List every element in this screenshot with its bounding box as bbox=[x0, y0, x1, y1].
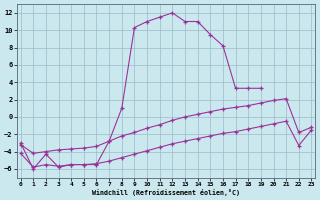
X-axis label: Windchill (Refroidissement éolien,°C): Windchill (Refroidissement éolien,°C) bbox=[92, 189, 240, 196]
